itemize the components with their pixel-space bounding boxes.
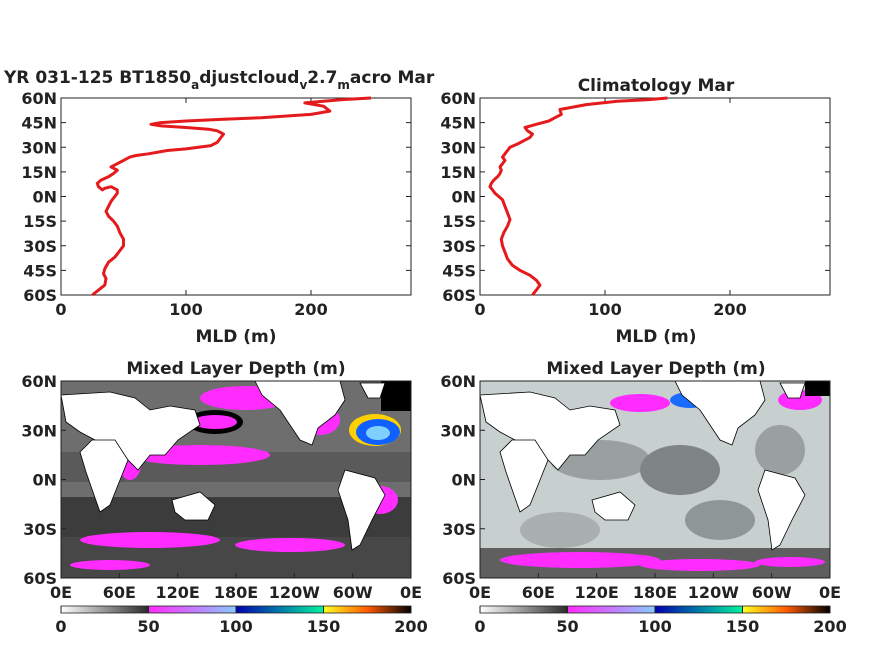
panel2-title: Climatology Mar bbox=[578, 76, 735, 96]
map-xtick-label: 120E bbox=[575, 583, 619, 602]
map-xtick-label: 0E bbox=[400, 583, 422, 602]
colorbar-tick-label: 0 bbox=[55, 617, 66, 636]
map-xtick-label: 60W bbox=[333, 583, 373, 602]
ytick-label: 30S bbox=[442, 237, 476, 256]
map-xtick-label: 60E bbox=[522, 583, 555, 602]
map-xtick-label: 60E bbox=[103, 583, 136, 602]
map-ytick-label: 0N bbox=[451, 471, 476, 490]
ytick-label: 60N bbox=[440, 89, 476, 108]
colorbar-tick-label: 150 bbox=[307, 617, 340, 636]
map-xtick-label: 180E bbox=[214, 583, 258, 602]
map-ytick-label: 0N bbox=[32, 471, 57, 490]
xtick-label: 0 bbox=[474, 300, 485, 319]
ytick-label: 0N bbox=[451, 188, 476, 207]
panel2-series-line bbox=[488, 96, 668, 296]
map-ytick-label: 30S bbox=[23, 520, 57, 539]
map-ytick-label: 30S bbox=[442, 520, 476, 539]
map-xtick-label: 60W bbox=[752, 583, 792, 602]
ytick-label: 15N bbox=[440, 163, 476, 182]
colorbar-tick-label: 100 bbox=[638, 617, 671, 636]
ytick-label: 30S bbox=[23, 237, 57, 256]
map-xtick-label: 0E bbox=[50, 583, 72, 602]
map-ytick-label: 60N bbox=[440, 372, 476, 391]
profile-panel-climatology: Climatology Mar 60N 45N 30N 15N 0N 15S 30S 45S 6… bbox=[440, 76, 831, 347]
ytick-label: 15S bbox=[442, 212, 476, 231]
profile-panel-model: YR 031-125 BT1850adjustcloudv2.7macro Ma… bbox=[3, 68, 435, 347]
ytick-label: 60S bbox=[23, 286, 57, 305]
xtick-label: 200 bbox=[294, 300, 327, 319]
panel4-title: Mixed Layer Depth (m) bbox=[546, 359, 765, 379]
ytick-label: 45S bbox=[442, 261, 476, 280]
panel2-axes bbox=[479, 97, 831, 296]
ytick-label: 45S bbox=[23, 261, 57, 280]
map-xtick-label: 120E bbox=[156, 583, 200, 602]
map-xtick-label: 120W bbox=[688, 583, 739, 602]
ytick-label: 15S bbox=[23, 212, 57, 231]
map-ytick-label: 60S bbox=[442, 569, 476, 588]
colorbar-tick-label: 200 bbox=[394, 617, 427, 636]
colorbar-tick-label: 50 bbox=[556, 617, 578, 636]
xtick-label: 100 bbox=[169, 300, 202, 319]
map-field-model bbox=[60, 380, 412, 579]
map-xtick-label: 0E bbox=[469, 583, 491, 602]
colorbar-tick-label: 0 bbox=[474, 617, 485, 636]
map-xtick-label: 120W bbox=[269, 583, 320, 602]
ytick-label: 30N bbox=[21, 138, 57, 157]
colorbar-tick-label: 50 bbox=[137, 617, 159, 636]
map-ytick-label: 30N bbox=[440, 421, 476, 440]
xtick-label: 100 bbox=[588, 300, 621, 319]
xtick-label: 200 bbox=[713, 300, 746, 319]
ytick-label: 45N bbox=[21, 114, 57, 133]
ytick-label: 15N bbox=[21, 163, 57, 182]
panel3-title: Mixed Layer Depth (m) bbox=[126, 359, 345, 379]
panel2-xlabel: MLD (m) bbox=[615, 327, 696, 347]
colorbar-tick-label: 150 bbox=[726, 617, 759, 636]
map-xtick-label: 180E bbox=[633, 583, 677, 602]
map-xtick-label: 0E bbox=[819, 583, 841, 602]
map-field-climatology bbox=[479, 380, 831, 579]
ytick-label: 60S bbox=[442, 286, 476, 305]
map-ytick-label: 60S bbox=[23, 569, 57, 588]
xtick-label: 0 bbox=[55, 300, 66, 319]
map-ytick-label: 30N bbox=[21, 421, 57, 440]
colorbar-tick-label: 100 bbox=[219, 617, 252, 636]
ytick-label: 30N bbox=[440, 138, 476, 157]
panel1-axes bbox=[60, 97, 412, 296]
ytick-label: 60N bbox=[21, 89, 57, 108]
map-panel-model: Mixed Layer Depth (m) bbox=[21, 359, 427, 636]
map-ytick-label: 60N bbox=[21, 372, 57, 391]
ytick-label: 0N bbox=[32, 188, 57, 207]
ytick-label: 45N bbox=[440, 114, 476, 133]
panel1-series-line bbox=[91, 96, 372, 297]
panel1-title: YR 031-125 BT1850adjustcloudv2.7macro Ma… bbox=[3, 68, 435, 92]
colorbar-tick-label: 200 bbox=[813, 617, 846, 636]
panel1-xlabel: MLD (m) bbox=[195, 327, 276, 347]
